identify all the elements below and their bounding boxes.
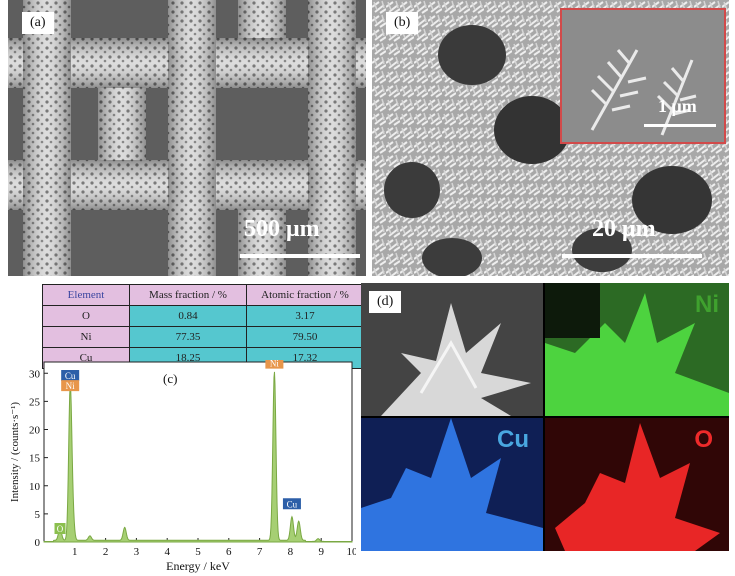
x-tick-label: 4 [164, 546, 170, 558]
table-header: Atomic fraction / % [246, 284, 364, 306]
peak-label-box [54, 523, 66, 534]
table-cell-element: O [42, 305, 130, 327]
table-header-row: Element Mass fraction / % Atomic fractio… [42, 284, 364, 306]
inset-scale-bar [644, 124, 716, 127]
panel-a-tag: (a) [22, 12, 54, 34]
o-map-label: O [694, 426, 713, 453]
inset-scale-label: 1 μm [658, 96, 697, 116]
table-cell-atomic: 3.17 [246, 305, 364, 327]
peak-label-box [61, 380, 80, 392]
x-tick-label: 10 [347, 546, 357, 558]
composition-table: Element Mass fraction / % Atomic fractio… [42, 284, 364, 369]
y-tick-label: 15 [29, 453, 41, 465]
inset-dendrite-image [562, 10, 724, 142]
cu-map-image [361, 418, 543, 551]
table-cell-element: Ni [42, 326, 130, 348]
peak-label-box [282, 498, 301, 510]
panel-b-sem-dendrites: (b) 1 μm 20 μm [372, 0, 729, 276]
panel-a-sem-mesh: (a) 500 μm [8, 0, 366, 276]
cu-map-label: Cu [497, 426, 529, 453]
x-tick-label: 2 [103, 546, 109, 558]
y-tick-label: 20 [29, 425, 41, 437]
y-tick-label: 10 [29, 481, 41, 493]
peak-label-box [265, 360, 284, 369]
table-cell-atomic: 79.50 [246, 326, 364, 348]
panel-a-scale-label: 500 μm [244, 216, 320, 242]
peak-label: O [57, 524, 64, 534]
x-tick-label: 3 [134, 546, 140, 558]
panel-c-tag: (c) [163, 371, 177, 386]
table-header: Element [42, 284, 130, 306]
x-tick-label: 6 [226, 546, 232, 558]
ni-map: Ni [545, 283, 729, 416]
peak-label: Ni [66, 381, 75, 391]
panel-d-eds-maps: (d) Ni Cu O [361, 283, 729, 551]
y-tick-label: 5 [35, 509, 41, 521]
y-tick-label: 0 [35, 537, 41, 549]
panel-c-tag-box [158, 368, 188, 388]
y-tick-label: 25 [29, 396, 41, 408]
x-tick-label: 5 [195, 546, 201, 558]
panel-b-inset: 1 μm [560, 8, 726, 144]
y-axis-label: Intensity / (counts·s⁻¹) [9, 402, 21, 502]
panel-b-scale-label: 20 μm [592, 216, 656, 242]
x-tick-label: 9 [318, 546, 324, 558]
x-tick-label: 8 [288, 546, 294, 558]
x-tick-label: 7 [257, 546, 263, 558]
table-cell-mass: 0.84 [129, 305, 247, 327]
plot-frame [43, 361, 353, 543]
cu-map: Cu [361, 418, 543, 551]
table-cell-mass: 77.35 [129, 326, 247, 348]
table-row: Ni 77.35 79.50 [42, 326, 364, 348]
se-map: (d) [361, 283, 543, 416]
o-map: O [545, 418, 729, 551]
panel-b-tag: (b) [386, 12, 419, 34]
ni-map-image [545, 283, 729, 416]
x-tick-label: 1 [72, 546, 78, 558]
peak-label-box [61, 370, 80, 381]
table-header: Mass fraction / % [129, 284, 247, 306]
peak-label: Ni [270, 360, 279, 369]
o-map-image [545, 418, 729, 551]
mesh-image [8, 0, 366, 276]
peak-label: Cu [65, 371, 76, 381]
panel-d-tag: (d) [369, 291, 402, 313]
panel-b-scale-bar [562, 254, 702, 258]
y-tick-label: 30 [29, 368, 41, 380]
table-row: O 0.84 3.17 [42, 305, 364, 327]
ni-map-label: Ni [695, 291, 719, 318]
x-axis-label: Energy / keV [166, 559, 230, 573]
panel-a-scale-bar [240, 254, 360, 258]
spectrum-series-line [43, 371, 353, 543]
peak-label: Cu [287, 499, 298, 509]
